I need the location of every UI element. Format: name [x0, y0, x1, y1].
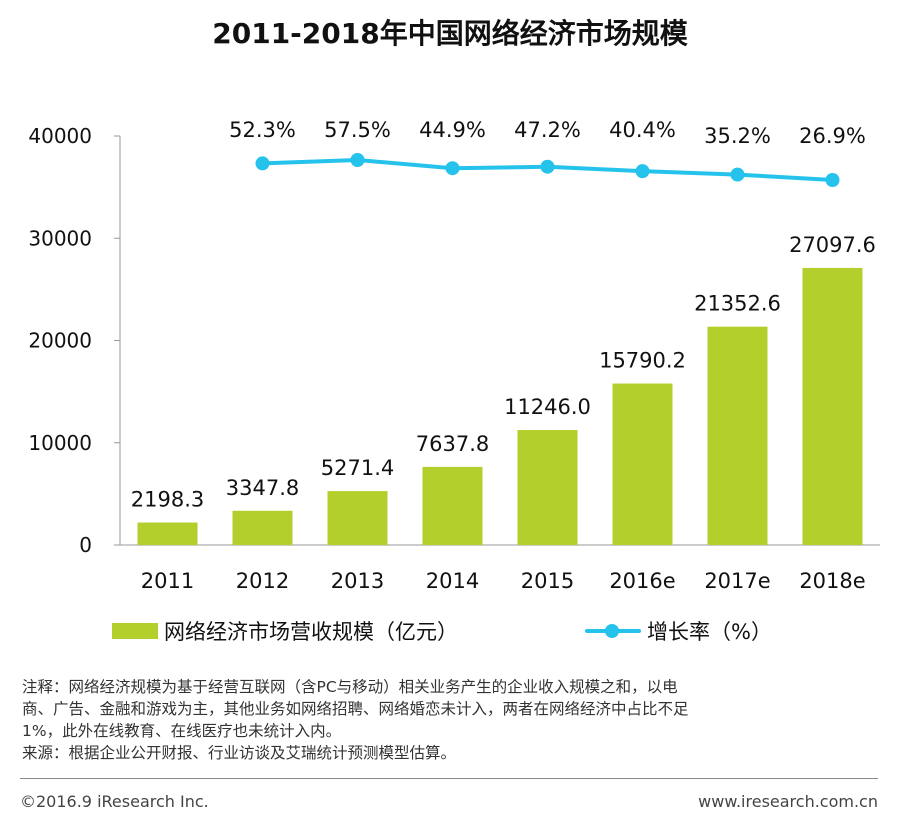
bar-2018e: [802, 267, 863, 545]
x-tick-label: 2014: [426, 569, 479, 593]
y-tick-label: 40000: [28, 124, 92, 148]
legend-line-swatch: [585, 623, 641, 639]
chart-title: 2011-2018年中国网络经济市场规模: [212, 17, 688, 50]
footer-divider: [20, 778, 878, 779]
x-tick-label: 2011: [141, 569, 194, 593]
note-line-1: 注释：网络经济规模为基于经营互联网（含PC与移动）相关业务产生的企业收入规模之和…: [22, 678, 678, 696]
bar-value-label: 11246.0: [504, 395, 591, 419]
growth-value-label: 35.2%: [704, 124, 771, 148]
legend-revenue-label: 网络经济市场营收规模（亿元）: [164, 620, 458, 644]
growth-point-2012: [255, 156, 270, 171]
legend-item-revenue: 网络经济市场营收规模（亿元）: [112, 616, 458, 646]
growth-point-2015: [540, 159, 555, 174]
y-tick-label: 20000: [28, 329, 92, 353]
growth-value-label: 47.2%: [514, 118, 581, 142]
growth-value-label: 52.3%: [229, 118, 296, 142]
growth-point-2013: [350, 153, 365, 167]
bar-value-label: 5271.4: [321, 456, 394, 480]
bar-value-label: 3347.8: [226, 476, 299, 500]
bar-2011: [137, 522, 198, 545]
chart-legend: 网络经济市场营收规模（亿元） 增长率（%）: [0, 612, 900, 648]
bar-value-label: 15790.2: [599, 349, 686, 373]
growth-value-label: 57.5%: [324, 118, 391, 142]
growth-point-2018e: [825, 173, 840, 187]
chart-note: 注释：网络经济规模为基于经营互联网（含PC与移动）相关业务产生的企业收入规模之和…: [22, 676, 882, 764]
x-tick-label: 2013: [331, 569, 384, 593]
y-tick-label: 0: [79, 533, 92, 557]
x-tick-label: 2017e: [704, 569, 770, 593]
growth-point-2014: [445, 161, 460, 176]
bar-line-chart: 0 10000 20000 30000 40000 2198.3 2011 3347.8 201…: [28, 118, 880, 593]
growth-value-label: 44.9%: [419, 118, 486, 142]
x-tick-label: 2016e: [609, 569, 675, 593]
legend-bar-swatch: [112, 623, 158, 639]
growth-point-2017e: [730, 167, 745, 182]
legend-item-growth: 增长率（%）: [585, 616, 772, 646]
copyright-text: ©2016.9 iResearch Inc.: [20, 792, 209, 811]
x-tick-label: 2015: [521, 569, 574, 593]
bar-value-label: 7637.8: [416, 432, 489, 456]
bar-value-label: 2198.3: [131, 488, 204, 512]
y-tick-label: 30000: [28, 226, 92, 250]
growth-value-label: 26.9%: [799, 124, 866, 148]
bar-2017e: [707, 326, 768, 545]
bar-2014: [422, 466, 483, 545]
growth-value-label: 40.4%: [609, 118, 676, 142]
note-line-4: 来源：根据企业公开财报、行业访谈及艾瑞统计预测模型估算。: [22, 744, 457, 762]
bar-2013: [327, 491, 388, 545]
bar-value-label: 21352.6: [694, 292, 781, 316]
bar-2016e: [612, 383, 673, 545]
y-tick-label: 10000: [28, 431, 92, 455]
x-tick-label: 2018e: [799, 569, 865, 593]
website-link[interactable]: www.iresearch.com.cn: [698, 792, 878, 811]
bar-value-label: 27097.6: [789, 233, 876, 257]
legend-growth-label: 增长率（%）: [647, 620, 772, 644]
growth-point-2016e: [635, 164, 650, 179]
note-line-3: 1%，此外在线教育、在线医疗也未统计入内。: [22, 722, 342, 740]
note-line-2: 商、广告、金融和游戏为主，其他业务如网络招聘、网络婚恋未计入，两者在网络经济中占…: [22, 700, 689, 718]
x-tick-label: 2012: [236, 569, 289, 593]
bar-2015: [517, 430, 578, 545]
bar-2012: [232, 510, 293, 545]
